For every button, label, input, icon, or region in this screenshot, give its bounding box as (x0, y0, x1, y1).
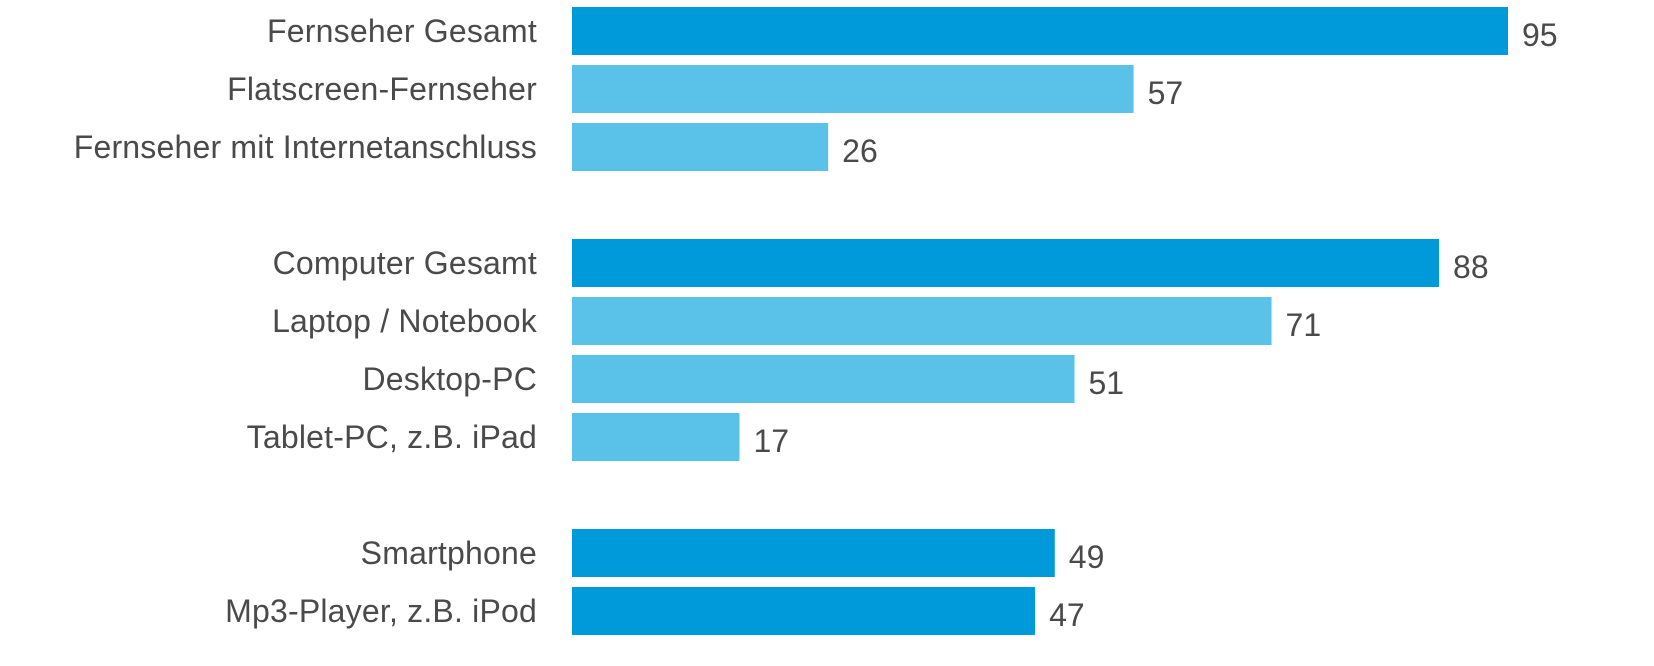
category-label: Smartphone (361, 535, 537, 571)
category-label: Computer Gesamt (273, 245, 537, 281)
bar (572, 529, 1055, 577)
category-label: Laptop / Notebook (272, 303, 538, 339)
category-label: Fernseher Gesamt (267, 13, 537, 49)
value-label: 26 (842, 133, 878, 169)
value-label: 17 (753, 423, 789, 459)
category-label: Flatscreen-Fernseher (227, 71, 537, 107)
bar (572, 239, 1440, 287)
bar (572, 587, 1036, 635)
bar (572, 297, 1272, 345)
value-label: 57 (1148, 75, 1184, 111)
value-label: 49 (1069, 539, 1105, 575)
value-label: 47 (1049, 597, 1085, 633)
category-label: Tablet-PC, z.B. iPad (247, 419, 537, 455)
bar (572, 65, 1134, 113)
value-label: 88 (1453, 249, 1489, 285)
category-label: Desktop-PC (363, 361, 538, 397)
bar (572, 7, 1508, 55)
bar-group-3: Smartphone 49 Mp3-Player, z.B. iPod 47 (225, 529, 1104, 635)
category-label: Mp3-Player, z.B. iPod (225, 593, 537, 629)
value-label: 71 (1286, 307, 1322, 343)
bar (572, 413, 740, 461)
bar-group-2: Computer Gesamt 88 Laptop / Notebook 71 Desk… (247, 239, 1489, 461)
bar-group-1: Fernseher Gesamt 95 Flatscreen-Fernseher 57… (74, 7, 1558, 171)
bar (572, 123, 829, 171)
value-label: 95 (1522, 17, 1558, 53)
value-label: 51 (1088, 365, 1124, 401)
bar (572, 355, 1075, 403)
category-label: Fernseher mit Internetanschluss (74, 129, 537, 165)
